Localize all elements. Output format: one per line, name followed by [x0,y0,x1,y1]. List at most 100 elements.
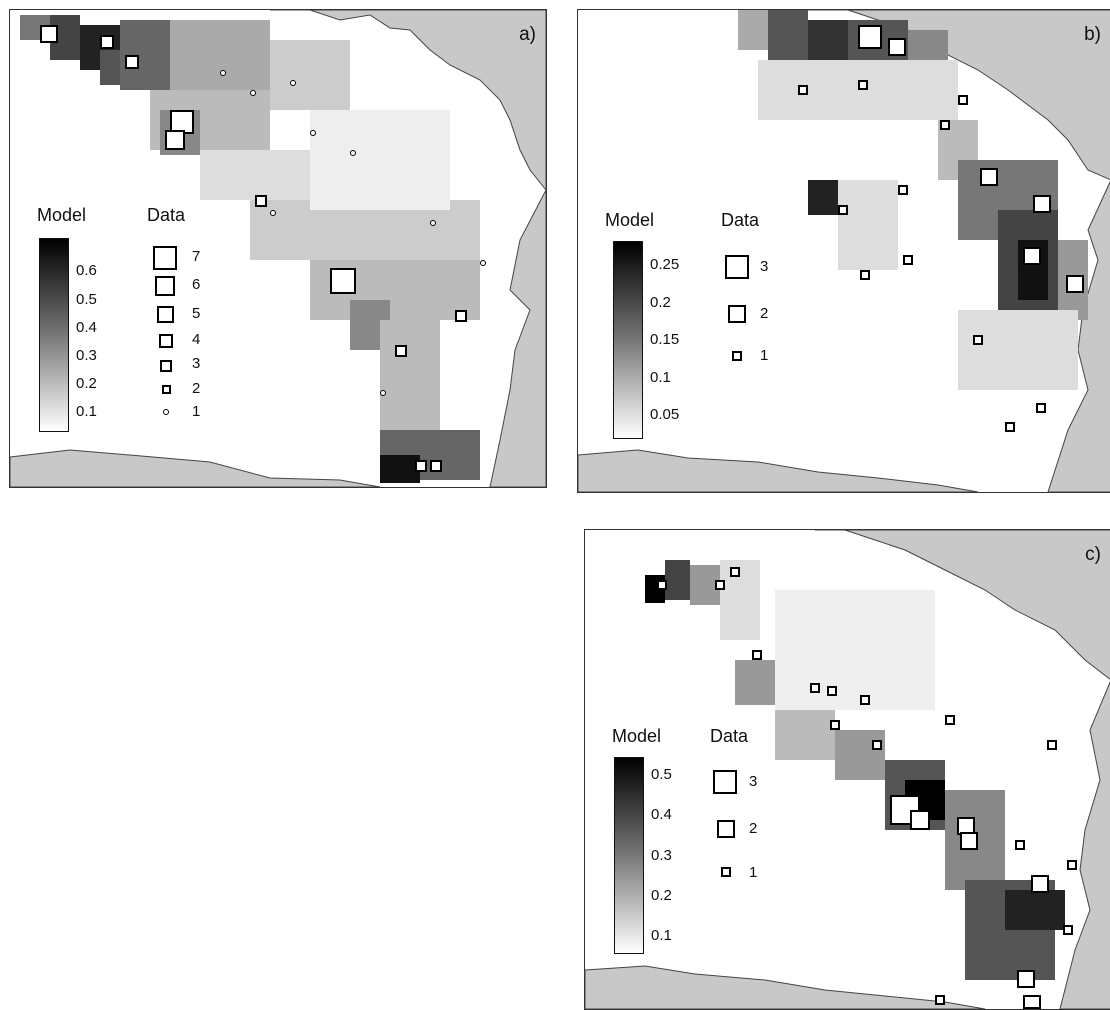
observation-marker [290,80,296,86]
panel-letter-a: a) [519,24,536,45]
model-tick: 0.2 [651,887,672,904]
map-panel-c: c) Model Data 0.5 0.4 0.3 0.2 0.1 3 2 1 [584,529,1110,1010]
data-size-swatch [717,820,735,838]
observation-marker [827,686,837,696]
observation-marker [1031,875,1049,893]
observation-marker [830,720,840,730]
observation-marker [100,35,114,49]
data-size-swatch [153,246,177,270]
map-b-background [578,10,1110,492]
data-size-label: 3 [760,258,769,275]
observation-marker [798,85,808,95]
observation-marker [1047,740,1057,750]
observation-marker [898,185,908,195]
observation-marker [1023,995,1041,1009]
model-grid-b [738,10,1088,390]
observation-marker [1033,195,1051,213]
observation-marker [220,70,226,76]
data-size-label: 1 [192,403,201,420]
data-legend-title-c: Data [710,726,749,746]
observation-marker [810,683,820,693]
data-size-label: 1 [749,864,758,881]
observation-marker [860,270,870,280]
data-size-label: 2 [749,820,758,837]
observation-marker [455,310,467,322]
observation-marker [270,210,276,216]
observation-marker [480,260,486,266]
observation-marker [1023,247,1041,265]
model-tick: 0.2 [76,375,97,392]
observation-marker [310,130,316,136]
observation-marker [1066,275,1084,293]
observation-marker [125,55,139,69]
model-colorbar-a [39,238,69,432]
model-legend-title-c: Model [612,726,662,746]
observation-marker [657,580,667,590]
map-panel-b: b) Model Data 0.25 0.2 0.15 0.1 0.05 3 2… [577,9,1110,493]
observation-marker [858,80,868,90]
observation-marker [838,205,848,215]
model-tick: 0.4 [651,806,672,823]
model-tick: 0.1 [76,403,97,420]
data-size-label: 5 [192,305,201,322]
model-legend-title-b: Model [605,210,655,230]
observation-marker [415,460,427,472]
data-size-swatch [721,867,731,877]
observation-marker [980,168,998,186]
panel-letter-c: c) [1085,544,1101,565]
model-colorbar-c [614,757,644,954]
data-size-label: 4 [192,331,201,348]
model-tick: 0.5 [76,291,97,308]
model-tick: 0.3 [651,847,672,864]
observation-marker [858,25,882,49]
observation-marker [910,810,930,830]
observation-marker [888,38,906,56]
observation-marker [935,995,945,1005]
map-c-background [585,530,1110,1009]
model-tick: 0.2 [650,294,671,311]
data-size-label: 6 [192,276,201,293]
observation-marker [1017,970,1035,988]
observation-marker [973,335,983,345]
model-tick: 0.6 [76,262,97,279]
observation-marker [872,740,882,750]
model-tick: 0.05 [650,406,680,423]
map-panel-a: a) Model Data 0.6 0.5 0.4 0.3 0.2 0.1 7 … [9,9,547,488]
data-legend-title-b: Data [721,210,760,230]
observation-marker [730,567,740,577]
data-size-swatch [160,360,172,372]
observation-marker [752,650,762,660]
model-tick: 0.4 [76,319,97,336]
model-tick: 0.3 [76,347,97,364]
model-tick: 0.1 [650,369,671,386]
observation-marker [430,460,442,472]
data-size-label: 2 [760,305,769,322]
data-size-swatch [163,409,169,415]
data-size-label: 3 [749,773,758,790]
observation-marker [255,195,267,207]
observation-marker [715,580,725,590]
model-tick: 0.25 [650,256,680,273]
observation-marker [330,268,356,294]
model-legend-title-a: Model [37,205,87,225]
data-size-swatch [725,255,749,279]
data-size-swatch [159,334,173,348]
model-colorbar-b [613,241,643,439]
observation-marker [945,715,955,725]
model-tick: 0.5 [651,766,672,783]
observation-marker [1063,925,1073,935]
observation-marker [940,120,950,130]
data-size-swatch [713,770,737,794]
data-size-label: 3 [192,355,201,372]
data-size-swatch [732,351,742,361]
observation-marker [165,130,185,150]
data-size-label: 7 [192,248,201,265]
observation-marker [250,90,256,96]
observation-marker [1036,403,1046,413]
data-size-swatch [728,305,746,323]
model-tick: 0.1 [651,927,672,944]
observation-marker [350,150,356,156]
observation-marker [960,832,978,850]
data-legend-title-a: Data [147,205,186,225]
panel-letter-b: b) [1084,24,1101,45]
